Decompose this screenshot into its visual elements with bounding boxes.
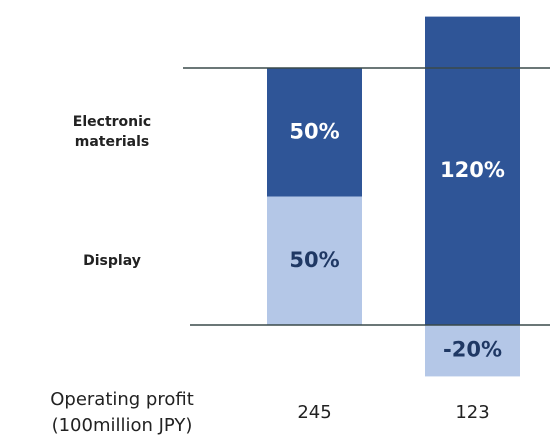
value-label: 50% [289,119,339,143]
x-tick-label: 245 [297,402,331,423]
bar-segment [267,196,362,325]
value-label: 50% [289,248,339,272]
x-axis-label: Operating profit [50,389,194,410]
legend-entry: Electronic materials [72,114,152,151]
bar-segment [267,68,362,197]
x-axis-label: (100million JPY) [52,415,193,436]
bar-segment [425,325,520,377]
x-tick-label: 123 [455,402,489,423]
value-label: -20% [443,338,502,362]
legend-entry: Display [83,252,141,269]
value-label: 120% [440,158,505,182]
